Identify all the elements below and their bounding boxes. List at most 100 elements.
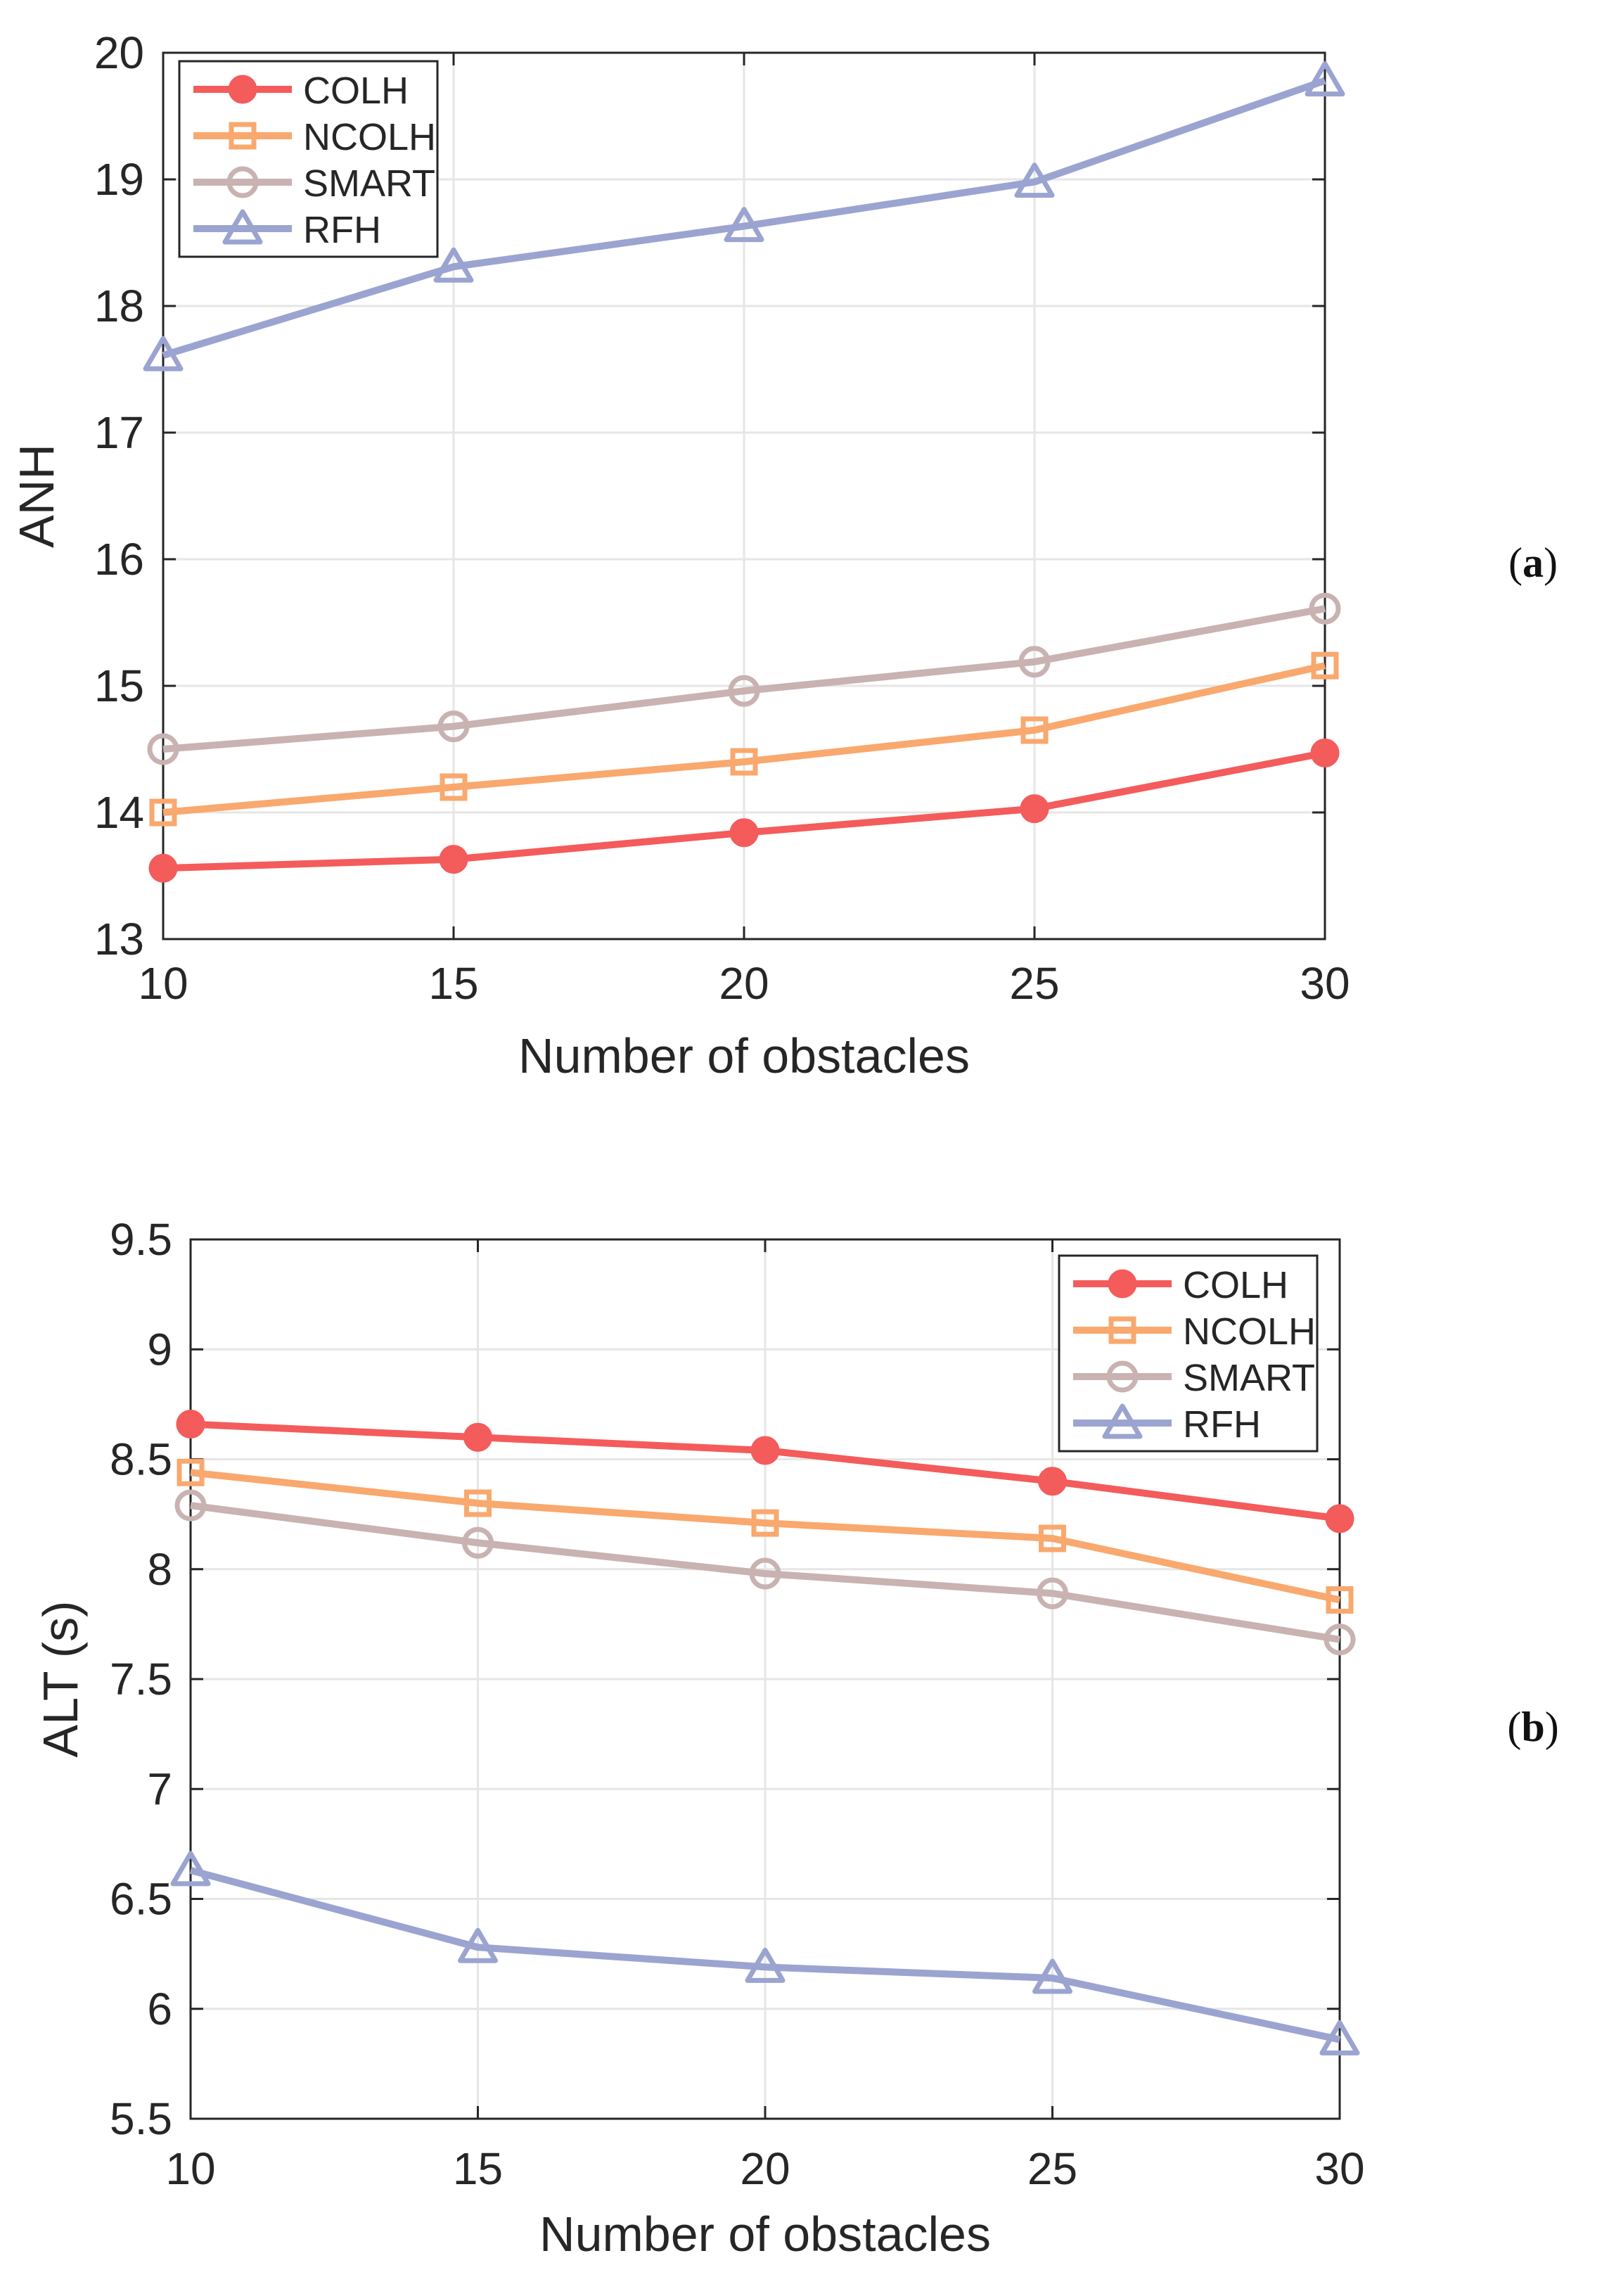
legend-entry-smart-label: SMART	[303, 162, 435, 205]
legend-entry-colh-label: COLH	[303, 70, 409, 112]
chart-b-alt: 10 15 20 25 30 5.5 6 6.5 7 7.5 8 8.5 9 9.5 Number of o…	[33, 1214, 1559, 2262]
series-rfh-point	[1305, 61, 1345, 97]
tick-marks	[189, 1238, 1341, 2120]
series-ncolh-line	[162, 662, 1326, 816]
series-ncolh	[177, 1458, 1354, 1614]
y-axis-label: ALT (s)	[33, 1601, 88, 1758]
series-ncolh-point	[1311, 651, 1339, 680]
series-smart-point	[728, 675, 760, 707]
legend-entry-ncolh: NCOLH	[1073, 1310, 1316, 1353]
y-tick-label: 5.5	[110, 2093, 172, 2144]
series-colh-point	[1325, 1504, 1354, 1533]
series-rfh-line	[162, 77, 1326, 359]
tick-marks	[162, 51, 1326, 940]
x-axis-label: Number of obstacles	[518, 1028, 970, 1083]
series-rfh-point	[724, 207, 764, 243]
y-tick-label: 6	[147, 1984, 172, 2034]
x-tick-label: 10	[165, 2143, 215, 2194]
legend-entry-smart: SMART	[193, 162, 435, 205]
series-rfh-line	[189, 1867, 1341, 2043]
series-ncolh-point	[177, 1458, 205, 1486]
legend-entry-rfh: RFH	[193, 209, 381, 251]
legend-entry-colh-label: COLH	[1183, 1264, 1288, 1306]
series-rfh-point	[458, 1927, 498, 1963]
legend-entry-smart-marker	[226, 166, 259, 198]
series-smart-line	[162, 605, 1326, 753]
legend-entry-rfh-label: RFH	[1183, 1403, 1261, 1446]
y-tick-label: 14	[94, 787, 144, 838]
legend-entry-ncolh: NCOLH	[193, 116, 436, 158]
legend-box	[178, 60, 439, 258]
x-tick-label: 15	[428, 958, 478, 1009]
series-smart-point	[1037, 1577, 1068, 1609]
y-tick-label: 16	[94, 534, 144, 585]
series-ncolh-point	[1020, 716, 1049, 744]
series-rfh	[170, 1851, 1360, 2055]
y-tick-label: 9.5	[110, 1214, 172, 1265]
series-ncolh-point	[730, 748, 758, 776]
series-colh	[176, 1410, 1354, 1533]
legend-entry-rfh: RFH	[1073, 1403, 1261, 1446]
legend-entry-ncolh-marker	[229, 122, 257, 150]
series-smart-point	[1324, 1624, 1356, 1656]
legend-entry-ncolh-label: NCOLH	[1183, 1310, 1316, 1353]
series-colh-point	[1310, 738, 1340, 767]
series-ncolh-point	[751, 1509, 779, 1537]
series-colh-point	[1020, 794, 1049, 824]
series-rfh-point	[1319, 2020, 1360, 2055]
y-tick-label: 17	[94, 407, 144, 458]
series-smart-point	[1309, 592, 1341, 625]
legend-entry-colh: COLH	[193, 70, 409, 112]
series-colh	[148, 738, 1340, 883]
legend-entry-rfh-marker	[222, 209, 263, 245]
series-rfh-point	[143, 336, 184, 371]
y-tick-label: 20	[94, 27, 144, 78]
y-tick-label: 15	[94, 661, 144, 711]
series-smart-point	[174, 1489, 207, 1522]
panel-label: (b)	[1507, 1704, 1558, 1750]
legend-entry-rfh-marker	[1102, 1403, 1143, 1439]
x-tick-label: 25	[1027, 2143, 1077, 2194]
series-rfh-point	[1014, 162, 1055, 198]
x-tick-label: 10	[138, 958, 188, 1009]
series-ncolh-point	[1039, 1524, 1066, 1552]
series-ncolh	[149, 651, 1339, 827]
y-tick-label: 13	[94, 914, 144, 964]
series-smart-point	[437, 710, 470, 743]
series-rfh-point	[745, 1947, 786, 1983]
series-smart-point	[147, 733, 179, 765]
y-tick-label: 8.5	[110, 1434, 172, 1485]
series-colh-point	[1038, 1467, 1067, 1496]
series-colh-point	[750, 1436, 780, 1465]
y-tick-label: 6.5	[110, 1874, 172, 1925]
y-tick-label: 18	[94, 281, 144, 331]
series-ncolh-point	[440, 773, 468, 801]
series-colh-point	[176, 1410, 205, 1439]
legend-entry-smart-marker	[1106, 1360, 1139, 1393]
series-smart	[147, 592, 1341, 765]
legend-entry-colh-marker	[228, 75, 257, 104]
series-colh-point	[148, 853, 178, 883]
series-ncolh-point	[1326, 1586, 1354, 1614]
series-ncolh-point	[149, 798, 177, 827]
x-tick-label: 20	[719, 958, 769, 1009]
legend-entry-smart-label: SMART	[1183, 1357, 1315, 1399]
legend-entry-rfh-label: RFH	[303, 209, 381, 251]
series-colh-point	[463, 1422, 492, 1452]
series-ncolh-line	[190, 1469, 1341, 1604]
series-smart-point	[462, 1526, 494, 1559]
series-rfh-point	[1032, 1958, 1072, 1994]
y-tick-label: 9	[147, 1324, 172, 1375]
legend-entry-ncolh-marker	[1108, 1316, 1136, 1344]
y-tick-label: 19	[94, 154, 144, 205]
legend-entry-colh: COLH	[1073, 1264, 1288, 1306]
legend-entry-colh-marker	[1108, 1269, 1137, 1299]
y-axis-label: ANH	[9, 444, 64, 548]
series-colh-point	[729, 818, 759, 848]
series-smart-line	[190, 1502, 1340, 1643]
x-tick-label: 20	[740, 2143, 790, 2194]
series-rfh-point	[433, 247, 474, 283]
series-smart-point	[1018, 646, 1051, 678]
